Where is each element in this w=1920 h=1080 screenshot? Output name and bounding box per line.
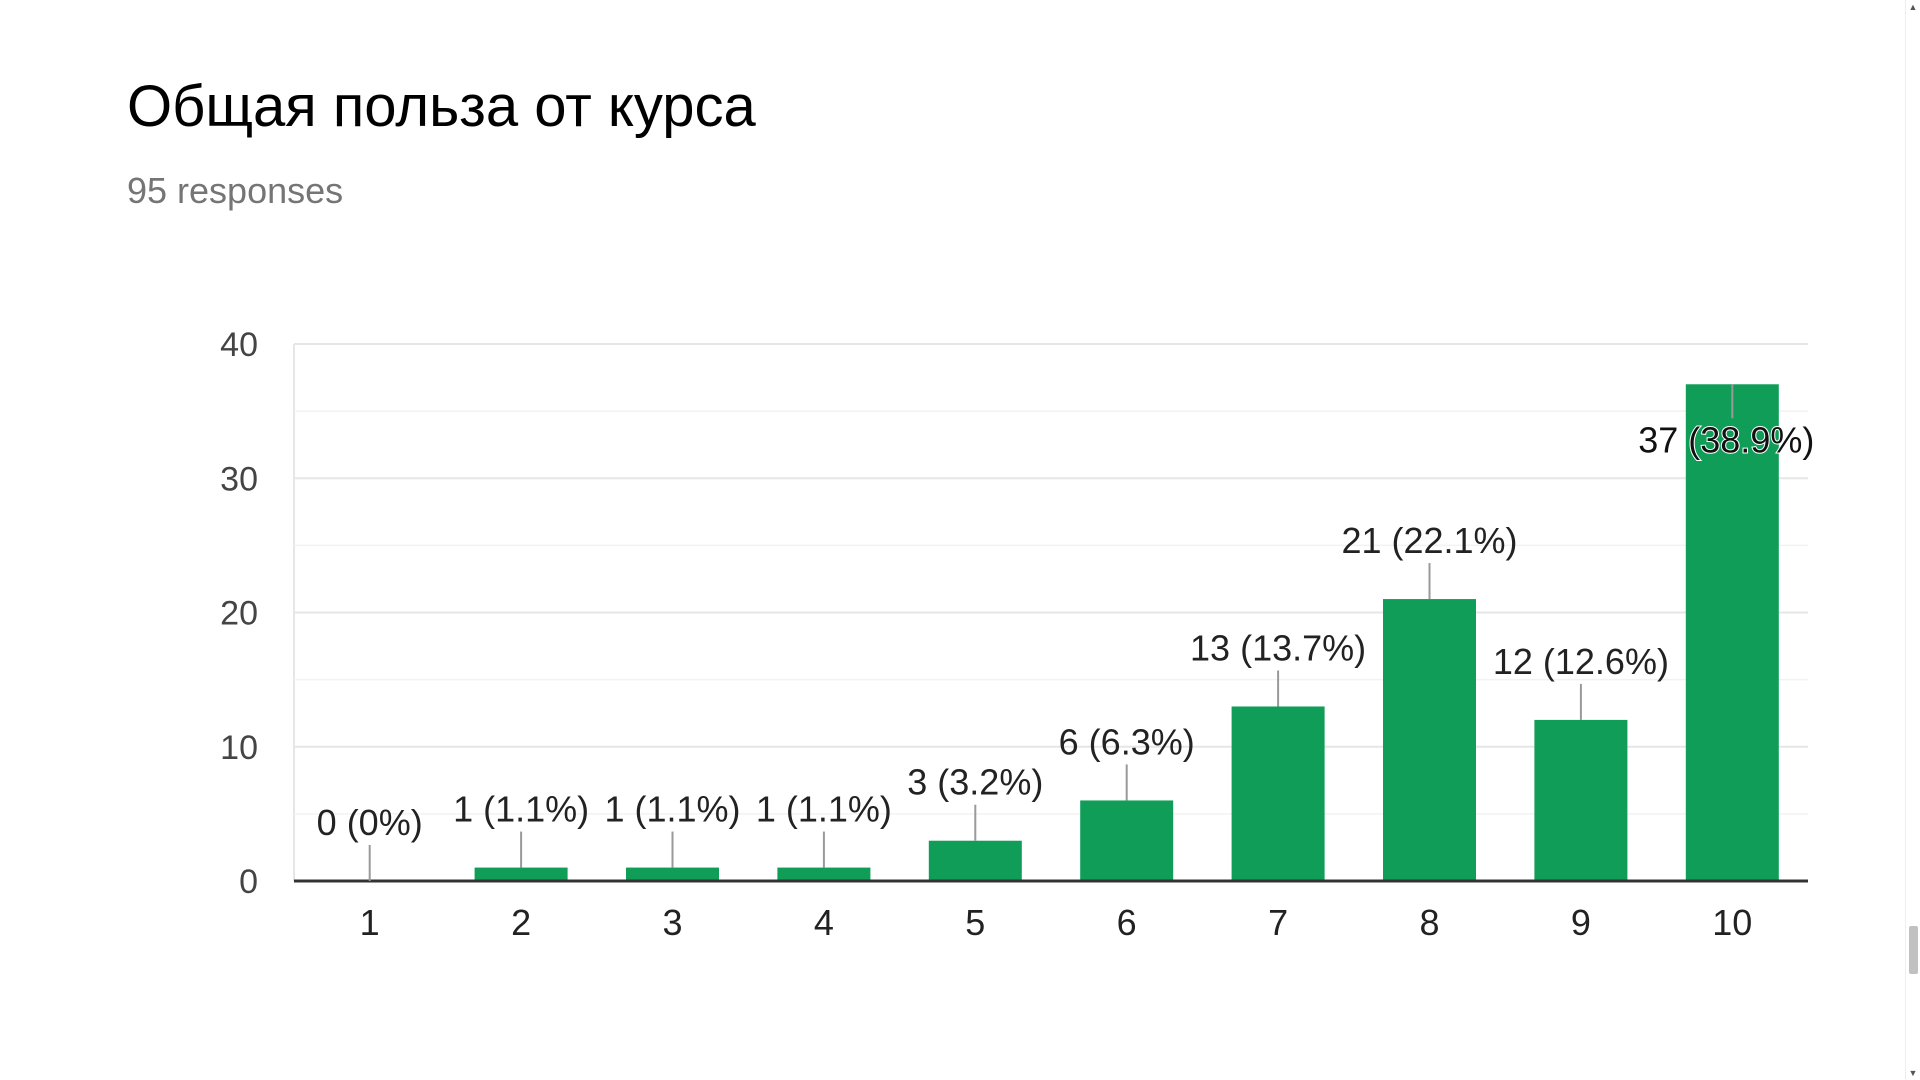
bar-10 xyxy=(1685,384,1779,881)
bar-7 xyxy=(1231,706,1325,881)
x-tick-label: 6 xyxy=(1117,902,1137,943)
vertical-scrollbar[interactable]: ▲ ▼ xyxy=(1905,0,1920,1080)
scroll-thumb[interactable] xyxy=(1909,926,1918,974)
question-title: Общая польза от курса xyxy=(127,74,756,139)
data-labels: 0 (0%) 1 (1.1%) 1 (1.1%) 1 (1.1%) 3 (3.2%) 6 … xyxy=(317,384,1815,881)
gridlines xyxy=(293,343,1808,881)
bar-8 xyxy=(1383,599,1476,881)
y-tick-label: 0 xyxy=(239,863,258,901)
bar-5 xyxy=(928,840,1022,881)
y-tick-label: 10 xyxy=(220,729,258,767)
response-count: 95 responses xyxy=(127,170,344,211)
x-axis-ticks: 1 2 3 4 5 6 7 8 9 10 xyxy=(360,902,1753,943)
bar-9 xyxy=(1534,719,1628,881)
bar-3 xyxy=(626,867,719,881)
data-label-6: 6 (6.3%) xyxy=(1059,721,1195,762)
y-tick-label: 20 xyxy=(220,595,258,633)
x-tick-label: 2 xyxy=(511,902,531,943)
data-label-1: 0 (0%) xyxy=(317,802,423,843)
data-label-10: 37 (38.9%) xyxy=(1638,419,1814,460)
scroll-down-icon[interactable]: ▼ xyxy=(1908,1068,1918,1078)
bar-4 xyxy=(777,867,871,881)
data-label-9: 12 (12.6%) xyxy=(1493,641,1669,682)
x-tick-label: 8 xyxy=(1419,902,1439,943)
x-tick-label: 9 xyxy=(1571,902,1591,943)
x-tick-label: 1 xyxy=(360,902,380,943)
data-label-5: 3 (3.2%) xyxy=(907,762,1043,803)
scroll-up-icon[interactable]: ▲ xyxy=(1908,2,1918,12)
data-label-3: 1 (1.1%) xyxy=(604,789,740,830)
x-tick-label: 7 xyxy=(1268,902,1288,943)
data-label-4: 1 (1.1%) xyxy=(756,789,892,830)
data-label-7: 13 (13.7%) xyxy=(1190,627,1366,668)
x-tick-label: 3 xyxy=(662,902,682,943)
bars xyxy=(474,384,1779,881)
data-label-2: 1 (1.1%) xyxy=(453,789,589,830)
y-tick-label: 40 xyxy=(220,326,258,364)
x-tick-label: 5 xyxy=(965,902,985,943)
y-axis-ticks: 0 10 20 30 40 xyxy=(220,326,258,901)
bar-2 xyxy=(474,867,568,881)
data-label-8: 21 (22.1%) xyxy=(1341,520,1517,561)
bar-6 xyxy=(1080,800,1174,881)
y-tick-label: 30 xyxy=(220,460,258,498)
x-tick-label: 10 xyxy=(1712,902,1752,943)
x-tick-label: 4 xyxy=(814,902,834,943)
